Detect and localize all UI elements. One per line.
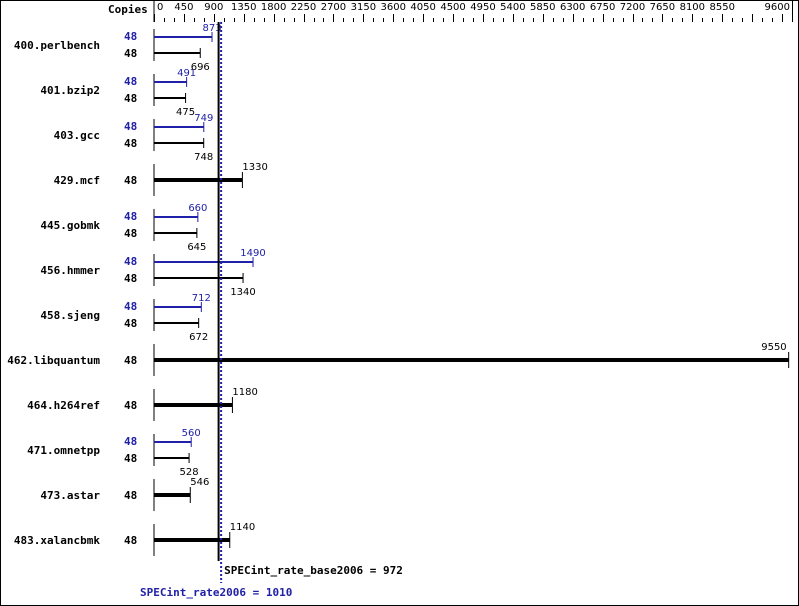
peak-copies-label: 48 (124, 210, 137, 223)
benchmark-label: 462.libquantum (7, 354, 100, 367)
peak-copies-label: 48 (124, 300, 137, 313)
tick-label: 9600 (765, 2, 790, 13)
benchmark-label: 456.hmmer (40, 264, 100, 277)
tick-label: 4050 (410, 2, 435, 13)
copies-label: 48 (124, 489, 137, 502)
peak-copies-label: 48 (124, 120, 137, 133)
axis-label: Copies (108, 3, 148, 16)
benchmark-label: 471.omnetpp (27, 444, 100, 457)
benchmark-label: 458.sjeng (40, 309, 100, 322)
benchmark-label: 403.gcc (54, 129, 100, 142)
copies-label: 48 (124, 399, 137, 412)
base-value: 1180 (232, 387, 257, 398)
tick-label: 6300 (560, 2, 585, 13)
copies-label: 48 (124, 174, 137, 187)
peak-value: 1490 (240, 248, 265, 259)
tick-label: 2700 (321, 2, 346, 13)
base-copies-label: 48 (124, 92, 137, 105)
tick-label: 2250 (291, 2, 316, 13)
base-reference-label: SPECint_rate_base2006 = 972 (224, 564, 403, 577)
tick-label: 3150 (351, 2, 376, 13)
peak-copies-label: 48 (124, 75, 137, 88)
tick-label: 900 (204, 2, 223, 13)
tick-label: 1800 (261, 2, 286, 13)
copies-label: 48 (124, 534, 137, 547)
benchmark-label: 429.mcf (54, 174, 100, 187)
base-value: 1140 (230, 522, 255, 533)
benchmark-label: 483.xalancbmk (14, 534, 100, 547)
peak-copies-label: 48 (124, 435, 137, 448)
base-value: 9550 (761, 342, 786, 353)
peak-value: 560 (182, 428, 201, 439)
tick-label: 1350 (231, 2, 256, 13)
base-value: 1340 (230, 287, 255, 298)
benchmark-label: 401.bzip2 (40, 84, 100, 97)
peak-copies-label: 48 (124, 30, 137, 43)
base-value: 696 (191, 62, 210, 73)
peak-value: 660 (188, 203, 207, 214)
base-copies-label: 48 (124, 452, 137, 465)
tick-label: 7650 (650, 2, 675, 13)
benchmark-label: 464.h264ref (27, 399, 100, 412)
base-copies-label: 48 (124, 227, 137, 240)
base-copies-label: 48 (124, 317, 137, 330)
tick-label: 0 (157, 2, 163, 13)
base-value: 475 (176, 107, 195, 118)
base-value: 1330 (242, 162, 267, 173)
tick-label: 8100 (680, 2, 705, 13)
tick-label: 6750 (590, 2, 615, 13)
tick-label: 7200 (620, 2, 645, 13)
tick-label: 5850 (530, 2, 555, 13)
benchmark-label: 400.perlbench (14, 39, 100, 52)
peak-value: 873 (202, 23, 221, 34)
benchmark-label: 473.astar (40, 489, 100, 502)
copies-label: 48 (124, 354, 137, 367)
base-copies-label: 48 (124, 137, 137, 150)
tick-label: 8550 (709, 2, 734, 13)
peak-value: 712 (192, 293, 211, 304)
tick-label: 4500 (440, 2, 465, 13)
peak-value: 491 (177, 68, 196, 79)
base-copies-label: 48 (124, 272, 137, 285)
benchmark-label: 445.gobmk (40, 219, 100, 232)
base-value: 546 (190, 477, 209, 488)
peak-copies-label: 48 (124, 255, 137, 268)
tick-label: 450 (174, 2, 193, 13)
peak-reference-label: SPECint_rate2006 = 1010 (140, 586, 292, 599)
peak-value: 749 (194, 113, 213, 124)
tick-label: 5400 (500, 2, 525, 13)
base-value: 672 (189, 332, 208, 343)
tick-label: 3600 (381, 2, 406, 13)
tick-label: 4950 (470, 2, 495, 13)
base-value: 748 (194, 152, 213, 163)
base-value: 645 (187, 242, 206, 253)
base-value: 528 (180, 467, 199, 478)
base-copies-label: 48 (124, 47, 137, 60)
